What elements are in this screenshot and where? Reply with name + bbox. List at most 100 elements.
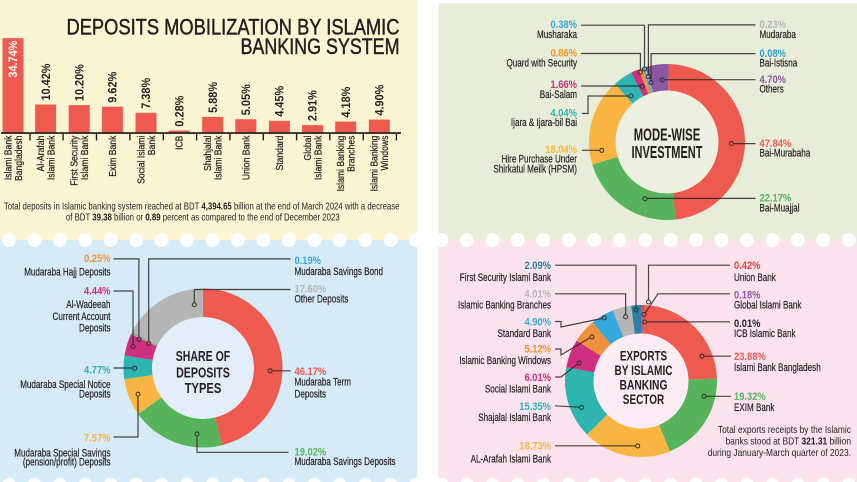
svg-text:Islami Bank: Islami Bank: [3, 135, 14, 180]
svg-text:Social Islami Bank: Social Islami Bank: [485, 384, 551, 396]
svg-text:0.19%: 0.19%: [295, 255, 322, 267]
svg-text:Branches: Branches: [347, 136, 358, 172]
svg-text:9.62%: 9.62%: [108, 72, 120, 103]
svg-text:23.88%: 23.88%: [734, 351, 766, 363]
svg-text:46.17%: 46.17%: [295, 366, 327, 378]
svg-text:4.77%: 4.77%: [84, 364, 111, 376]
svg-text:0.42%: 0.42%: [734, 260, 761, 272]
svg-text:First Security Islami Bank: First Security Islami Bank: [460, 272, 552, 284]
svg-text:10.42%: 10.42%: [41, 63, 53, 100]
svg-text:19.32%: 19.32%: [734, 391, 766, 403]
svg-text:4.45%: 4.45%: [275, 86, 287, 117]
svg-text:15.35%: 15.35%: [519, 401, 551, 413]
svg-text:Bank: Bank: [147, 135, 158, 155]
svg-text:6.01%: 6.01%: [525, 372, 552, 384]
svg-text:Islamic Banking Branches: Islamic Banking Branches: [458, 299, 551, 311]
svg-text:Bai-Salam: Bai-Salam: [540, 89, 577, 101]
svg-text:7.38%: 7.38%: [141, 78, 153, 109]
svg-text:Islami Bank: Islami Bank: [80, 135, 91, 180]
svg-text:0.08%: 0.08%: [760, 48, 787, 60]
svg-text:17.60%: 17.60%: [295, 284, 327, 296]
svg-text:4.04%: 4.04%: [551, 107, 578, 119]
svg-text:4.90%: 4.90%: [375, 85, 387, 116]
svg-text:0.25%: 0.25%: [84, 253, 111, 265]
svg-text:Al-Wadeeah: Al-Wadeeah: [66, 299, 110, 311]
svg-text:Bai-Istisna: Bai-Istisna: [760, 58, 798, 70]
svg-text:Islami Bank Bangladesh: Islami Bank Bangladesh: [734, 362, 821, 374]
svg-text:4.01%: 4.01%: [525, 289, 552, 301]
svg-text:Islami Banking: Islami Banking: [370, 136, 381, 192]
svg-text:0.86%: 0.86%: [551, 48, 578, 60]
svg-text:EXIM Bank: EXIM Bank: [734, 402, 775, 414]
svg-text:Hire Purchase Under: Hire Purchase Under: [502, 154, 578, 166]
svg-text:Al-Arafah: Al-Arafah: [36, 136, 47, 172]
svg-text:Others: Others: [760, 84, 785, 96]
svg-text:22.17%: 22.17%: [760, 193, 792, 205]
svg-text:Current Account: Current Account: [53, 311, 111, 323]
svg-text:Musharaka: Musharaka: [537, 29, 578, 41]
svg-text:ICB: ICB: [175, 135, 186, 150]
svg-text:18.73%: 18.73%: [519, 441, 551, 453]
svg-text:Islami Bank: Islami Bank: [47, 135, 58, 180]
svg-text:of BDT 39.38 billion or 0.89 p: of BDT 39.38 billion or 0.89 percent as …: [66, 212, 340, 224]
svg-text:DEPOSITS MOBILIZATION BY ISLAM: DEPOSITS MOBILIZATION BY ISLAMIC: [67, 14, 400, 39]
svg-text:47.84%: 47.84%: [760, 138, 792, 150]
svg-text:0.28%: 0.28%: [174, 96, 186, 127]
svg-text:Bai-Murabaha: Bai-Murabaha: [760, 148, 811, 160]
svg-text:1.66%: 1.66%: [551, 79, 578, 91]
svg-text:4.44%: 4.44%: [84, 286, 111, 298]
svg-text:during January-March quarter o: during January-March quarter of 2023.: [708, 447, 851, 459]
svg-text:2.09%: 2.09%: [525, 260, 552, 272]
svg-text:Mudaraba Special Savings: Mudaraba Special Savings: [14, 448, 111, 460]
svg-text:Shajalal Islami Bank: Shajalal Islami Bank: [478, 412, 551, 424]
svg-text:BANKING: BANKING: [620, 376, 668, 392]
svg-text:Union Bank: Union Bank: [734, 272, 776, 284]
svg-text:Exim Bank: Exim Bank: [108, 135, 119, 177]
svg-text:Islami Bank: Islami Bank: [313, 135, 324, 180]
svg-text:Standard Bank: Standard Bank: [498, 328, 552, 340]
svg-text:4.90%: 4.90%: [525, 316, 552, 328]
svg-text:SHARE OF: SHARE OF: [176, 348, 231, 365]
svg-text:EXPORTS: EXPORTS: [620, 347, 667, 363]
svg-text:Islamic Banking Windows: Islamic Banking Windows: [459, 355, 551, 367]
svg-text:INVESTMENT: INVESTMENT: [632, 142, 703, 162]
svg-text:First Security: First Security: [70, 136, 81, 186]
svg-text:Bai-Muajjal: Bai-Muajjal: [760, 202, 800, 214]
svg-text:Islami Bank: Islami Bank: [214, 135, 225, 180]
svg-text:Mudaraba Term: Mudaraba Term: [295, 377, 352, 389]
svg-text:4.18%: 4.18%: [341, 87, 353, 118]
svg-text:SECTOR: SECTOR: [623, 391, 664, 407]
svg-text:0.23%: 0.23%: [760, 19, 787, 31]
svg-text:4.70%: 4.70%: [760, 74, 787, 86]
svg-text:TYPES: TYPES: [185, 380, 222, 397]
svg-text:DEPOSITS: DEPOSITS: [176, 364, 230, 381]
svg-text:Mudaraba Hajj Deposits: Mudaraba Hajj Deposits: [24, 267, 111, 279]
svg-text:Standard: Standard: [275, 136, 286, 171]
svg-text:Total deposits in Islamic bank: Total deposits in Islamic banking system…: [4, 200, 400, 212]
svg-text:Total exports receipts by the: Total exports receipts by the Islamic: [718, 424, 851, 436]
svg-text:Shirkatul Meilk (HPSM): Shirkatul Meilk (HPSM): [493, 163, 577, 175]
svg-text:0.18%: 0.18%: [734, 289, 761, 301]
svg-text:ICB Islamic Bank: ICB Islamic Bank: [734, 328, 796, 340]
svg-text:0.38%: 0.38%: [551, 19, 578, 31]
svg-text:Ijara & Ijara-bil Bai: Ijara & Ijara-bil Bai: [511, 117, 577, 129]
svg-text:Deposits: Deposits: [295, 389, 327, 401]
svg-text:Global: Global: [303, 136, 314, 161]
svg-text:(pension/profit) Deposits: (pension/profit) Deposits: [23, 457, 111, 469]
svg-text:Mudaraba: Mudaraba: [760, 29, 797, 41]
svg-text:Windows: Windows: [380, 136, 391, 171]
svg-text:Bangladesh: Bangladesh: [14, 136, 25, 181]
svg-text:BY ISLAMIC: BY ISLAMIC: [614, 362, 672, 378]
svg-text:5.05%: 5.05%: [241, 84, 253, 115]
svg-text:Other Deposits: Other Deposits: [295, 293, 349, 305]
svg-text:Deposits: Deposits: [79, 323, 111, 335]
svg-text:34.74%: 34.74%: [8, 41, 20, 78]
svg-text:MODE-WISE: MODE-WISE: [634, 125, 701, 145]
svg-text:Union Bank: Union Bank: [241, 135, 252, 180]
svg-text:Global Islami Bank: Global Islami Bank: [734, 300, 802, 312]
svg-text:19.02%: 19.02%: [295, 447, 327, 459]
svg-text:2.91%: 2.91%: [308, 90, 320, 121]
svg-text:Islami Banking: Islami Banking: [336, 136, 347, 192]
svg-text:7.57%: 7.57%: [84, 433, 111, 445]
svg-text:18.04%: 18.04%: [545, 144, 577, 156]
